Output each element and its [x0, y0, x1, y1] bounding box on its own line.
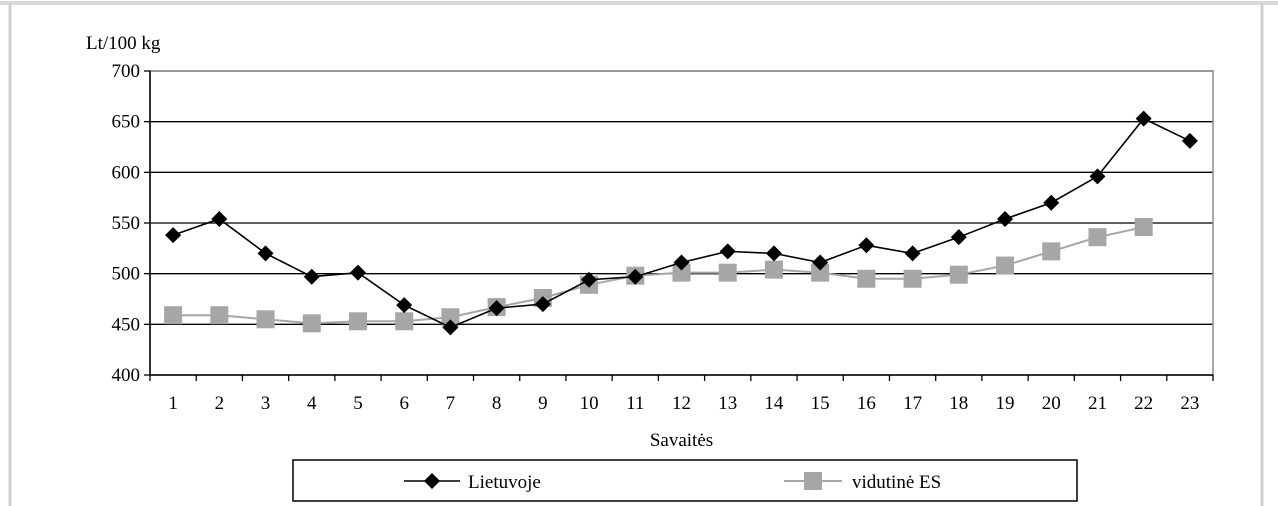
- data-point: [396, 297, 413, 314]
- data-point: [1043, 194, 1060, 211]
- y-tick-label: 550: [112, 213, 141, 234]
- x-tick-label: 18: [949, 393, 968, 414]
- data-point: [719, 243, 736, 260]
- data-point: [210, 306, 229, 325]
- legend-item: Lietuvoje: [404, 472, 541, 493]
- x-tick-label: 11: [626, 393, 644, 414]
- data-point: [211, 210, 228, 227]
- data-point: [904, 245, 921, 262]
- x-tick-label: 22: [1134, 393, 1153, 414]
- data-point: [256, 310, 275, 329]
- x-tick-label: 15: [811, 393, 830, 414]
- y-tick-label: 700: [112, 61, 141, 82]
- y-tick-label: 600: [112, 162, 141, 183]
- data-point: [1088, 228, 1107, 247]
- series-layer: [164, 110, 1198, 336]
- x-tick-label: 1: [168, 393, 178, 414]
- x-tick-label: 5: [353, 393, 363, 414]
- x-tick-label: 12: [672, 393, 691, 414]
- x-tick-label: 19: [996, 393, 1015, 414]
- x-tick-label: 17: [903, 393, 922, 414]
- data-point: [764, 260, 783, 279]
- data-point: [949, 265, 968, 284]
- data-point: [534, 296, 551, 313]
- data-point: [718, 263, 737, 282]
- x-axis-title: Savaitės: [650, 430, 713, 451]
- data-point: [581, 271, 598, 288]
- x-tick-label: 4: [307, 393, 317, 414]
- data-point: [348, 312, 367, 331]
- x-tick-label: 8: [492, 393, 502, 414]
- x-tick-label: 16: [857, 393, 876, 414]
- data-point: [997, 210, 1014, 227]
- x-tick-label: 2: [215, 393, 225, 414]
- legend-marker: [804, 472, 822, 490]
- x-tick-label: 10: [580, 393, 599, 414]
- data-point: [765, 245, 782, 262]
- data-point: [442, 319, 459, 336]
- series-lietuvoje: [165, 110, 1198, 336]
- legend-label: vidutinė ES: [852, 472, 941, 493]
- legend: Lietuvoje vidutinė ES: [292, 459, 1078, 502]
- data-point: [395, 312, 414, 331]
- x-tick-label: 14: [764, 393, 784, 414]
- data-point: [165, 227, 182, 244]
- data-point: [349, 264, 366, 281]
- x-tick-label: 6: [399, 393, 409, 414]
- data-point: [811, 263, 830, 282]
- data-point: [1042, 242, 1061, 261]
- data-point: [950, 229, 967, 246]
- x-tick-label: 13: [718, 393, 737, 414]
- data-point: [1135, 110, 1152, 127]
- series-line: [173, 226, 1144, 325]
- legend-item: vidutinė ES: [784, 472, 941, 493]
- y-axis-ticks: 400 450 500 550 600 650 700: [112, 61, 150, 386]
- y-axis-title: Lt/100 kg: [86, 33, 161, 54]
- data-point: [1181, 132, 1198, 149]
- data-point: [996, 256, 1015, 275]
- x-tick-label: 7: [446, 393, 456, 414]
- data-point: [672, 263, 691, 282]
- x-tick-label: 9: [538, 393, 548, 414]
- x-tick-label: 23: [1180, 393, 1199, 414]
- y-tick-label: 650: [112, 112, 141, 133]
- data-point: [164, 306, 183, 325]
- x-tick-label: 20: [1042, 393, 1061, 414]
- data-point: [488, 300, 505, 317]
- data-point: [812, 254, 829, 271]
- legend-marker: [424, 473, 440, 489]
- data-point: [441, 308, 460, 327]
- data-point: [1089, 168, 1106, 185]
- data-point: [858, 237, 875, 254]
- x-tick-label: 21: [1088, 393, 1107, 414]
- y-tick-label: 400: [112, 365, 141, 386]
- data-point: [302, 314, 321, 333]
- legend-label: Lietuvoje: [468, 472, 541, 493]
- data-point: [1134, 218, 1153, 237]
- y-tick-label: 500: [112, 264, 141, 285]
- data-point: [627, 268, 644, 285]
- data-point: [903, 269, 922, 288]
- x-axis-ticks: 1 2 3 4 5 6 7 8 9 10 11 12 13 14 15 16 17 18 19 20 21 22 23: [149, 375, 1214, 414]
- data-point: [303, 268, 320, 285]
- data-point: [673, 254, 690, 271]
- y-tick-label: 450: [112, 314, 141, 335]
- x-tick-label: 3: [261, 393, 271, 414]
- data-point: [857, 269, 876, 288]
- data-point: [257, 245, 274, 262]
- legend-items: Lietuvoje vidutinė ES: [404, 472, 941, 493]
